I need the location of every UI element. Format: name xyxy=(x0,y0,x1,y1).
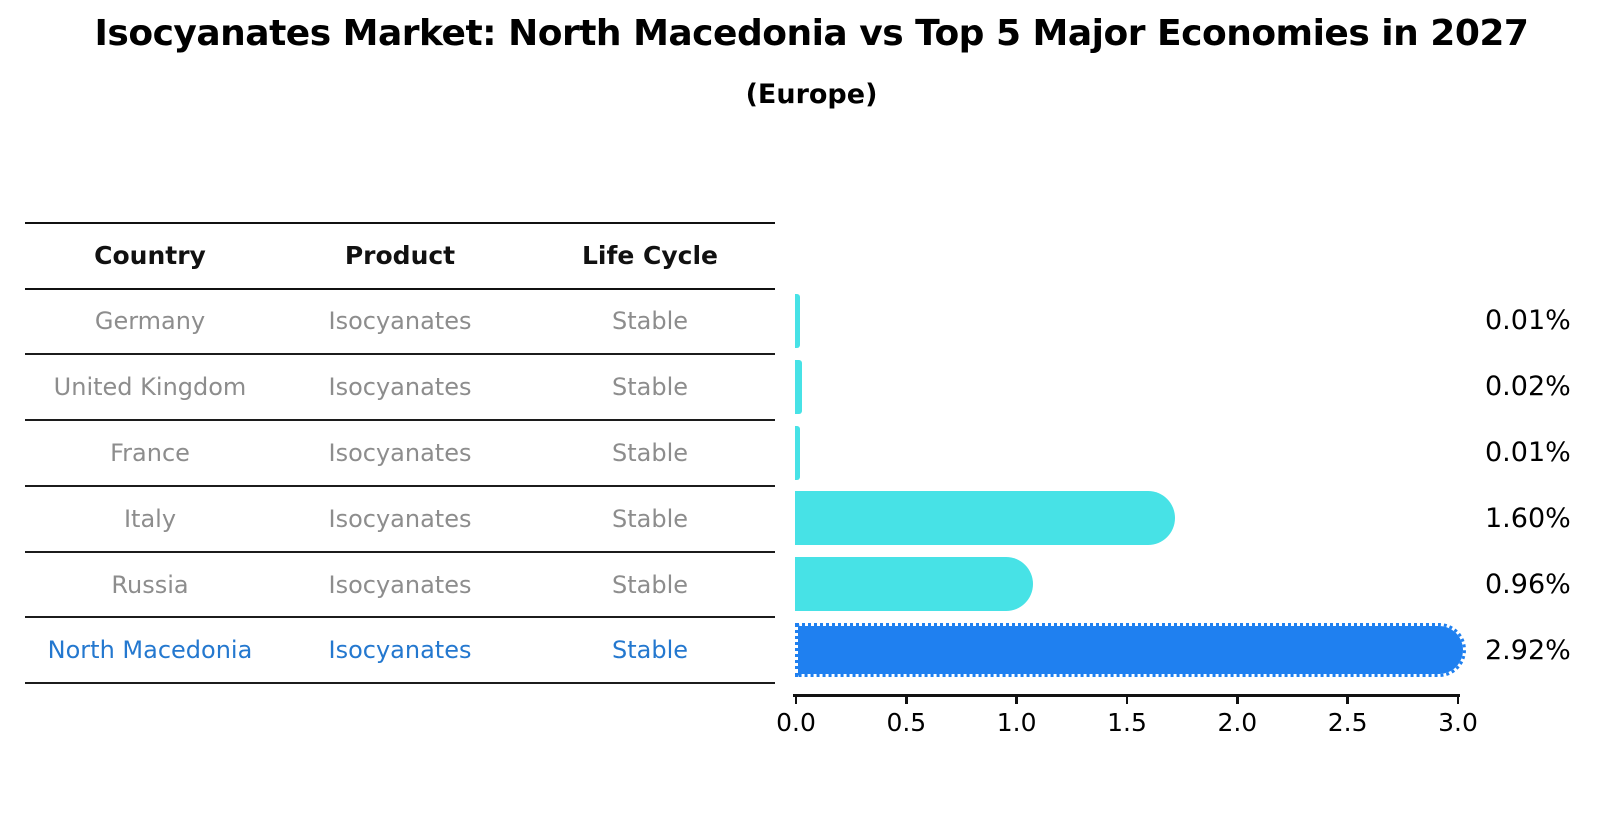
table-row: Italy Isocyanates Stable xyxy=(25,487,775,553)
table-row: Russia Isocyanates Stable xyxy=(25,553,775,619)
bar-row xyxy=(795,354,1495,420)
value-label-russia: 0.96% xyxy=(1485,568,1571,600)
chart-subtitle: (Europe) xyxy=(745,79,878,110)
value-label-france: 0.01% xyxy=(1485,437,1571,469)
col-header-product: Product xyxy=(344,241,456,271)
x-axis-ticks: 0.0 0.5 1.0 1.5 2.0 2.5 3.0 xyxy=(776,696,1478,737)
cell-product: Isocyanates xyxy=(328,307,472,336)
tick-mark xyxy=(794,696,798,704)
value-label-united-kingdom: 0.02% xyxy=(1485,371,1571,403)
cell-life-cycle: Stable xyxy=(611,504,689,533)
col-header-country: Country xyxy=(94,241,206,271)
cell-country: United Kingdom xyxy=(53,373,247,402)
x-tick-label: 0.0 xyxy=(776,708,816,737)
cell-life-cycle: Stable xyxy=(611,307,689,336)
cell-life-cycle: Stable xyxy=(611,373,689,402)
cell-product: Isocyanates xyxy=(328,636,472,665)
cell-product: Isocyanates xyxy=(328,504,472,533)
bar-france xyxy=(795,425,801,480)
bar-chart-plot-area xyxy=(795,288,1495,683)
x-tick-label: 3.0 xyxy=(1438,708,1478,737)
cell-country: Italy xyxy=(123,504,177,533)
x-tick-label: 1.0 xyxy=(996,708,1037,737)
cell-country: France xyxy=(110,438,190,467)
tick-mark xyxy=(905,696,908,704)
value-label-italy: 1.60% xyxy=(1485,502,1571,534)
bar-row xyxy=(795,617,1495,683)
cell-life-cycle: Stable xyxy=(611,636,689,665)
x-tick-label: 2.5 xyxy=(1327,708,1368,737)
value-label-germany: 0.01% xyxy=(1485,305,1571,337)
cell-life-cycle: Stable xyxy=(611,570,689,599)
bar-row xyxy=(795,288,1495,354)
bar-united-kingdom xyxy=(795,359,803,414)
cell-country: Russia xyxy=(111,570,189,599)
x-tick-label: 2.0 xyxy=(1217,708,1258,737)
col-header-life-cycle: Life Cycle xyxy=(581,241,719,271)
value-label-column: 0.01% 0.02% 0.01% 1.60% 0.96% 2.92% xyxy=(1485,288,1571,683)
tick-mark xyxy=(1346,696,1349,704)
table-row: Germany Isocyanates Stable xyxy=(25,290,775,356)
tick-mark xyxy=(1015,696,1018,704)
cell-product: Isocyanates xyxy=(328,570,472,599)
bar-italy xyxy=(795,491,1175,546)
tick-mark xyxy=(1125,696,1129,704)
bar-russia xyxy=(795,557,1034,612)
bar-row xyxy=(795,420,1495,486)
cell-product: Isocyanates xyxy=(328,438,472,467)
cell-country: Germany xyxy=(94,307,206,336)
bar-germany xyxy=(795,293,801,348)
table-header-row: Country Product Life Cycle xyxy=(25,224,775,290)
country-table: Country Product Life Cycle Germany Isocy… xyxy=(25,222,775,685)
table-row: France Isocyanates Stable xyxy=(25,421,775,487)
cell-product: Isocyanates xyxy=(328,373,472,402)
tick-mark xyxy=(1456,696,1460,704)
cell-country: North Macedonia xyxy=(47,636,253,665)
bar-row xyxy=(795,551,1495,617)
chart-title: Isocyanates Market: North Macedonia vs T… xyxy=(94,13,1529,54)
cell-life-cycle: Stable xyxy=(611,438,689,467)
value-label-north-macedonia: 2.92% xyxy=(1485,634,1571,666)
table-row: United Kingdom Isocyanates Stable xyxy=(25,355,775,422)
bar-row xyxy=(795,485,1495,551)
table-row-highlighted: North Macedonia Isocyanates Stable xyxy=(25,618,775,685)
tick-mark xyxy=(1236,696,1239,704)
bar-north-macedonia xyxy=(795,623,1467,678)
x-axis-line xyxy=(793,694,1460,697)
x-tick-label: 1.5 xyxy=(1107,708,1147,737)
x-tick-label: 0.5 xyxy=(886,708,927,737)
